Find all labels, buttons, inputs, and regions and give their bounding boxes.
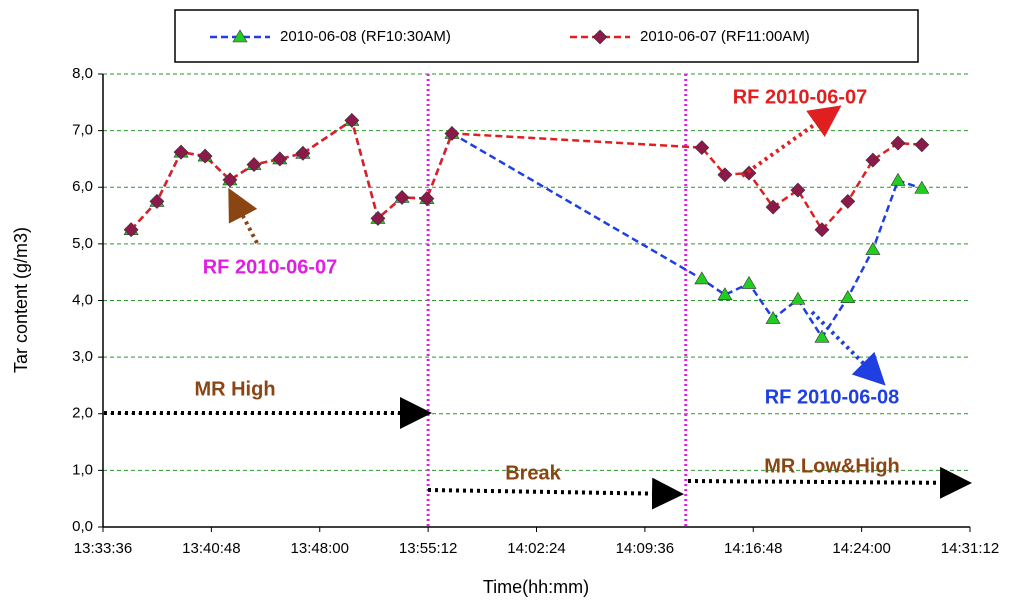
annotation: MR High <box>194 378 275 400</box>
point <box>222 172 238 188</box>
point <box>890 172 906 186</box>
arrow <box>427 477 684 510</box>
point <box>272 151 288 167</box>
point <box>790 182 806 198</box>
point <box>173 144 189 160</box>
x-tick-label: 14:24:00 <box>832 540 890 557</box>
series-line <box>130 118 922 232</box>
x-tick-label: 13:55:12 <box>399 540 457 557</box>
point <box>394 190 410 205</box>
legend-marker <box>592 29 608 45</box>
legend-label: 2010-06-07 (RF11:00AM) <box>640 28 810 45</box>
y-tick-label: 0,0 <box>72 518 93 535</box>
point <box>890 135 906 151</box>
arrow <box>740 105 842 178</box>
point <box>914 180 930 194</box>
point <box>694 140 710 156</box>
point <box>741 275 757 289</box>
annotation: RF 2010-06-07 <box>733 86 868 108</box>
arrow <box>228 187 259 244</box>
series-line <box>130 118 923 340</box>
point <box>717 167 733 183</box>
y-tick-label: 8,0 <box>72 65 93 82</box>
point <box>814 329 830 343</box>
annotation: Break <box>505 462 561 484</box>
y-tick-label: 3,0 <box>72 348 93 365</box>
y-tick-label: 4,0 <box>72 291 93 308</box>
point <box>765 311 781 324</box>
point <box>765 199 781 215</box>
annotation: RF 2010-06-07 <box>203 256 338 278</box>
point <box>840 193 856 209</box>
x-axis-label: Time(hh:mm) <box>483 577 589 597</box>
point <box>694 271 710 285</box>
point <box>444 126 460 141</box>
arrow <box>687 466 972 499</box>
legend-marker <box>232 29 248 43</box>
point <box>914 137 930 153</box>
point <box>295 145 311 161</box>
point <box>717 287 733 301</box>
point <box>814 222 830 238</box>
point <box>865 152 881 168</box>
point <box>344 113 360 128</box>
y-tick-label: 7,0 <box>72 122 93 139</box>
legend-box <box>174 9 919 63</box>
annotation: MR Low&High <box>764 455 900 477</box>
point <box>865 241 881 255</box>
x-tick-label: 13:33:36 <box>74 540 132 557</box>
y-tick-label: 6,0 <box>72 178 93 195</box>
x-tick-label: 14:09:36 <box>616 540 674 557</box>
point <box>197 148 213 164</box>
point <box>790 291 806 305</box>
point <box>246 157 262 173</box>
legend-label: 2010-06-08 (RF10:30AM) <box>280 28 451 45</box>
x-tick-label: 14:31:12 <box>941 540 999 557</box>
x-tick-label: 14:16:48 <box>724 540 782 557</box>
point <box>370 210 386 226</box>
x-tick-label: 13:48:00 <box>291 540 349 557</box>
x-tick-label: 14:02:24 <box>507 540 565 557</box>
x-tick-label: 13:40:48 <box>182 540 240 557</box>
y-tick-label: 2,0 <box>72 405 93 422</box>
y-axis-label: Tar content (g/m3) <box>11 227 31 373</box>
point <box>123 222 139 238</box>
y-tick-label: 5,0 <box>72 235 93 252</box>
point <box>419 191 435 206</box>
plot-area <box>98 73 971 532</box>
arrows <box>104 105 972 510</box>
arrow <box>810 310 886 386</box>
annotation: RF 2010-06-08 <box>765 386 900 408</box>
y-tick-label: 1,0 <box>72 461 93 478</box>
point <box>149 193 165 209</box>
point <box>840 290 856 303</box>
